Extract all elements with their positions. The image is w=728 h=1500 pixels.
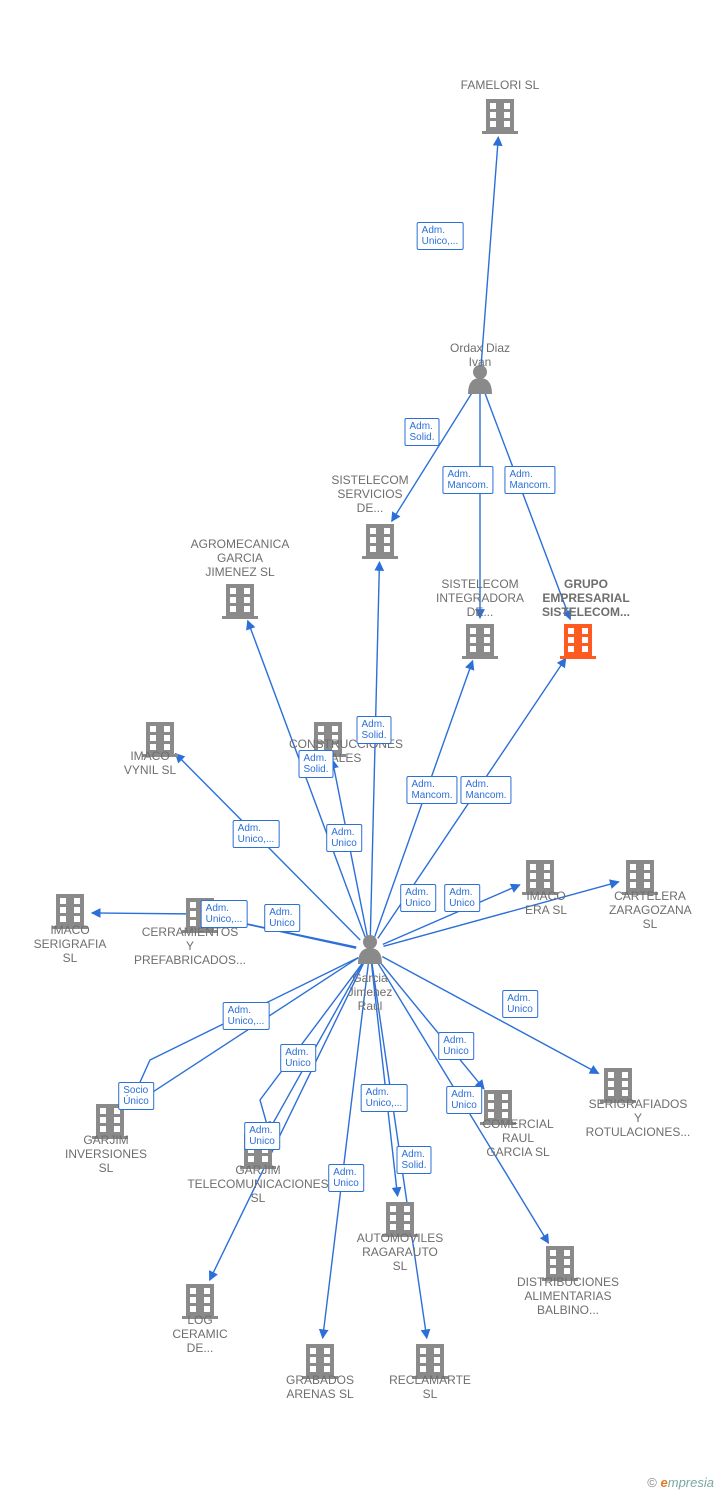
copyright: © empresia <box>647 1475 714 1490</box>
edge <box>379 961 484 1089</box>
edge <box>92 913 356 948</box>
building-icon[interactable] <box>182 898 218 933</box>
building-icon[interactable] <box>92 1104 128 1139</box>
person-icon[interactable] <box>468 365 492 394</box>
building-icon[interactable] <box>462 624 498 659</box>
brand-rest: mpresia <box>668 1475 714 1490</box>
building-icon[interactable] <box>560 624 596 659</box>
edge <box>377 962 548 1243</box>
edge <box>392 392 473 521</box>
building-icon[interactable] <box>310 722 346 757</box>
edge <box>372 964 427 1338</box>
building-icon[interactable] <box>522 860 558 895</box>
building-icon[interactable] <box>302 1344 338 1379</box>
building-icon[interactable] <box>142 722 178 757</box>
building-icon[interactable] <box>622 860 658 895</box>
brand-e: e <box>661 1475 668 1490</box>
edge <box>370 562 379 936</box>
building-icon[interactable] <box>542 1246 578 1281</box>
building-icon[interactable] <box>482 99 518 134</box>
edge <box>384 882 619 946</box>
edge <box>378 658 566 938</box>
building-icon[interactable] <box>222 584 258 619</box>
building-icon[interactable] <box>412 1344 448 1379</box>
building-icon[interactable] <box>480 1090 516 1125</box>
person-icon[interactable] <box>358 935 382 964</box>
building-icon[interactable] <box>600 1068 636 1103</box>
edge <box>485 393 570 619</box>
edge <box>332 760 367 937</box>
edge <box>382 957 598 1074</box>
building-icon[interactable] <box>382 1202 418 1237</box>
edge <box>481 137 498 366</box>
network-canvas <box>0 0 728 1500</box>
edge <box>269 962 363 1131</box>
building-icon[interactable] <box>52 894 88 929</box>
building-icon[interactable] <box>362 524 398 559</box>
edge <box>323 964 369 1338</box>
building-icon[interactable] <box>240 1134 276 1169</box>
edge <box>210 963 364 1281</box>
edge <box>372 964 398 1196</box>
edge <box>248 621 365 937</box>
copyright-symbol: © <box>647 1475 657 1490</box>
building-icon[interactable] <box>182 1284 218 1319</box>
edge <box>375 661 473 937</box>
